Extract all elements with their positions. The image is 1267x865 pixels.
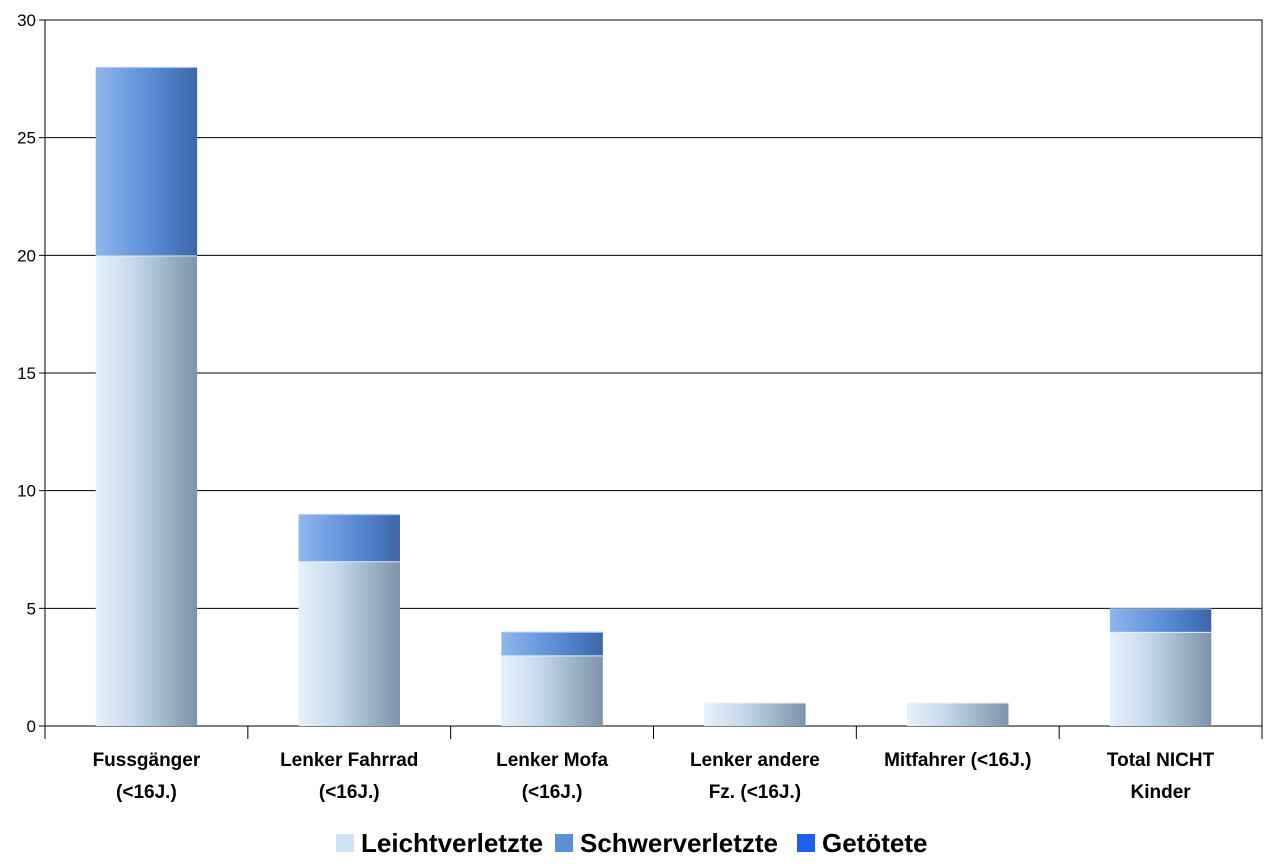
x-category-label: Lenker Fahrrad (280, 750, 418, 771)
axes (39, 19, 1263, 739)
bar-leichtverletzte-5 (1109, 631, 1212, 726)
bar-leichtverletzte-2 (501, 655, 603, 726)
x-category-label: Total NICHT (1107, 750, 1215, 771)
bar-schwerverletzte-1 (298, 514, 400, 562)
y-tick-label: 30 (17, 11, 36, 30)
legend-label: Getötete (822, 828, 927, 858)
y-tick-label: 0 (27, 717, 36, 736)
x-category-label: Fussgänger (93, 750, 201, 771)
x-category-label: Lenker andere (690, 750, 820, 771)
legend-swatch-leichtverletzte (336, 834, 354, 852)
x-category-label: Mitfahrer (<16J.) (884, 750, 1031, 771)
x-category-label: (<16J.) (116, 782, 177, 803)
y-tick-label: 5 (27, 599, 36, 618)
bar-leichtverletzte-1 (298, 561, 400, 726)
y-tick-label: 25 (17, 129, 36, 148)
legend-label: Leichtverletzte (361, 828, 543, 858)
x-category-label: Lenker Mofa (496, 750, 608, 771)
x-category-label: Fz. (<16J.) (709, 782, 801, 803)
bar-schwerverletzte-5 (1109, 608, 1212, 632)
x-category-label: (<16J.) (522, 782, 583, 803)
gridlines (45, 19, 1262, 727)
bar-leichtverletzte-3 (704, 702, 806, 726)
bar-leichtverletzte-4 (907, 702, 1009, 726)
bar-schwerverletzte-2 (501, 631, 603, 656)
labels: 0 5 10 15 20 25 30 Fussgänger (<16J.) Lenker Fahr… (17, 11, 1215, 803)
legend-swatch-schwerverletzte (555, 834, 573, 852)
bar-schwerverletzte-0 (95, 67, 198, 256)
x-category-label: Kinder (1130, 782, 1191, 803)
x-category-label: (<16J.) (319, 782, 380, 803)
y-tick-label: 10 (17, 482, 36, 501)
y-tick-label: 15 (17, 364, 36, 383)
y-tick-label: 20 (17, 246, 36, 265)
bar-leichtverletzte-0 (95, 255, 198, 727)
bars (95, 67, 1212, 727)
legend: Leichtverletzte Schwerverletzte Getötete (336, 828, 927, 858)
legend-label: Schwerverletzte (580, 828, 778, 858)
legend-swatch-getötete (797, 834, 815, 852)
